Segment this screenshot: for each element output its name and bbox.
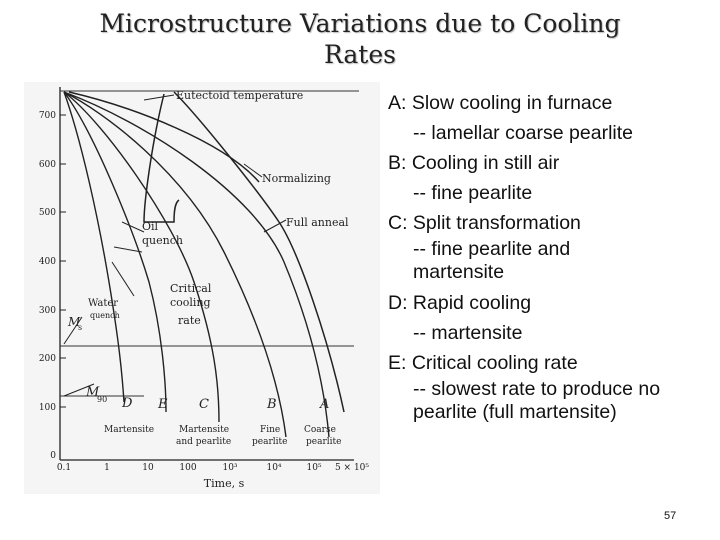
critical-rate-label: Critical <box>170 282 212 295</box>
m90-label: M <box>85 385 100 400</box>
bottom-label-martensite: Martensite <box>104 425 154 435</box>
y-tick-label: 700 <box>39 111 56 121</box>
eutectoid-label: Eutectoid temperature <box>176 89 303 102</box>
full-anneal-label: Full anneal <box>286 216 349 229</box>
note-line: -- fine pearlite <box>413 182 533 204</box>
cooling-curve-e <box>63 91 167 413</box>
bottom-label-coarse-pearlite: pearlite <box>306 437 341 447</box>
note-line: -- slowest rate to produce no pearlite (… <box>413 378 661 423</box>
ms-sub: s <box>78 323 82 332</box>
x-tick-label: 0.1 <box>57 463 71 473</box>
slide-title-line-2: Rates <box>324 40 396 69</box>
page-number: 57 <box>664 510 677 522</box>
x-tick-label: 100 <box>179 463 196 473</box>
oil-quench-label: Oil <box>142 220 159 233</box>
y-tick-label: 100 <box>39 403 56 413</box>
y-tick-marks <box>60 114 66 408</box>
note-line: -- fine pearlite and martensite <box>413 238 571 283</box>
water-quench-label: Water <box>88 298 118 309</box>
note-head: A: Slow cooling in furnace <box>388 92 613 114</box>
curve-letter-c: C <box>199 397 209 412</box>
cooling-curve-c <box>63 91 220 423</box>
cooling-curve-b <box>63 91 287 438</box>
normalizing-label: Normalizing <box>262 172 331 185</box>
x-axis-label: Time, s <box>204 477 245 490</box>
bottom-label-martensite-pearlite: and pearlite <box>176 437 231 447</box>
bottom-label-martensite-pearlite: Martensite <box>179 425 229 435</box>
cooling-curve-a <box>63 91 330 438</box>
cooling-curve-d <box>63 91 125 403</box>
note-head: C: Split transformation <box>388 212 581 234</box>
note-d: D: Rapid cooling -- martensite <box>388 288 708 348</box>
critical-rate-label: cooling <box>170 296 211 309</box>
curve-letter-b: B <box>266 397 277 412</box>
note-c: C: Split transformation -- fine pearlite… <box>388 208 708 284</box>
x-tick-label: 10³ <box>222 463 237 473</box>
x-tick-label: 10⁵ <box>306 463 321 473</box>
curve-letter-a: A <box>319 397 329 412</box>
curve-letter-e: E <box>157 397 168 412</box>
y-tick-label: 500 <box>39 208 56 218</box>
oil-quench-label: quench <box>142 234 183 247</box>
note-e: E: Critical cooling rate -- slowest rate… <box>388 348 708 424</box>
y-tick-label: 400 <box>39 257 56 267</box>
slide-title: Microstructure Variations due to Cooling… <box>0 8 720 70</box>
bottom-label-fine-pearlite: pearlite <box>252 437 287 447</box>
note-line: -- lamellar coarse pearlite <box>413 122 633 144</box>
split-transformation-curve <box>143 93 180 223</box>
note-head: B: Cooling in still air <box>388 152 560 174</box>
x-tick-label: 5 × 10⁵ <box>335 463 369 473</box>
x-tick-label: 1 <box>104 463 110 473</box>
normalizing-curve <box>68 91 260 183</box>
cooling-curve-diagram: 700 600 500 400 300 200 100 0 0.1 1 10 1… <box>24 82 380 494</box>
note-head: D: Rapid cooling <box>388 292 532 314</box>
bottom-label-coarse-pearlite: Coarse <box>304 425 336 435</box>
note-line: -- martensite <box>413 322 523 344</box>
ms-label: M <box>67 315 81 329</box>
x-tick-label: 10⁴ <box>266 463 281 473</box>
y-tick-label: 0 <box>50 451 56 461</box>
slide-title-line-1: Microstructure Variations due to Cooling <box>99 9 621 38</box>
note-head: E: Critical cooling rate <box>388 352 578 374</box>
y-tick-label: 600 <box>39 160 56 170</box>
critical-rate-label: rate <box>178 314 201 327</box>
pearlite-start-curve <box>173 91 345 413</box>
curve-letter-d: D <box>121 396 133 411</box>
y-tick-label: 200 <box>39 354 56 364</box>
cooling-notes-list: A: Slow cooling in furnace -- lamellar c… <box>388 88 708 428</box>
cooling-curve-svg: 700 600 500 400 300 200 100 0 0.1 1 10 1… <box>39 87 369 490</box>
note-a: A: Slow cooling in furnace -- lamellar c… <box>388 88 708 148</box>
x-tick-label: 10 <box>142 463 154 473</box>
label-arrows <box>63 94 287 397</box>
m90-sub: 90 <box>97 395 107 404</box>
note-b: B: Cooling in still air -- fine pearlite <box>388 148 708 208</box>
bottom-label-fine-pearlite: Fine <box>260 425 280 435</box>
water-quench-label: quench <box>90 311 120 320</box>
y-tick-label: 300 <box>39 306 56 316</box>
